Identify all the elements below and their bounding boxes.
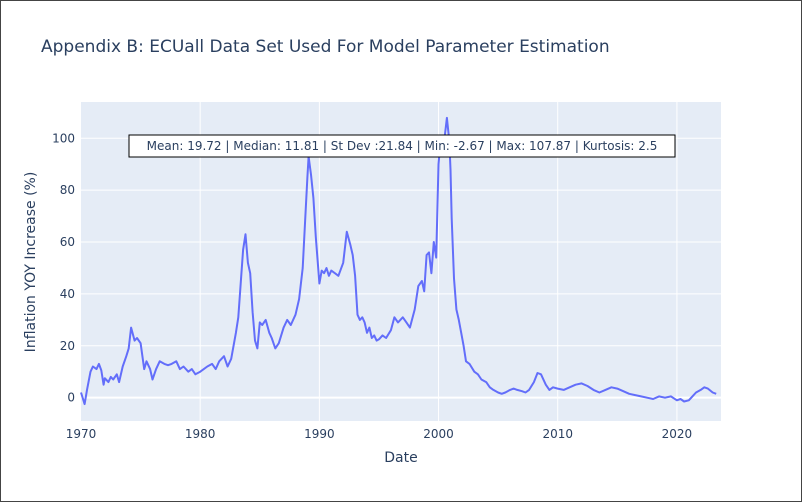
x-tick-label: 2000 (423, 427, 454, 441)
y-tick-label: 60 (60, 235, 75, 249)
annotation-box (128, 134, 676, 158)
axis-ticks: 0 20 40 60 80 100 1970 1980 1990 2000 2010 2020 (52, 131, 692, 441)
x-tick-label: 1970 (66, 427, 97, 441)
chart-title: Appendix B: ECUall Data Set Used For Mod… (41, 37, 610, 57)
x-tick-label: 1980 (185, 427, 216, 441)
x-tick-label: 2010 (542, 427, 573, 441)
series-line (80, 116, 717, 406)
y-tick-label: 0 (67, 391, 75, 405)
stats-annotation: Mean: 19.72 | Median: 11.81 | St Dev :21… (128, 134, 676, 158)
x-axis-title: Date (384, 450, 417, 466)
series-layer (80, 116, 717, 406)
y-axis-title: Inflation YOY Increase (%) (23, 172, 39, 353)
y-tick-label: 80 (60, 183, 75, 197)
y-tick-label: 20 (60, 339, 75, 353)
x-tick-label: 2020 (662, 427, 693, 441)
x-tick-label: 1990 (304, 427, 335, 441)
y-tick-label: 40 (60, 287, 75, 301)
y-tick-label: 100 (52, 131, 75, 145)
annotation-text: Mean: 19.72 | Median: 11.81 | St Dev :21… (147, 139, 658, 153)
